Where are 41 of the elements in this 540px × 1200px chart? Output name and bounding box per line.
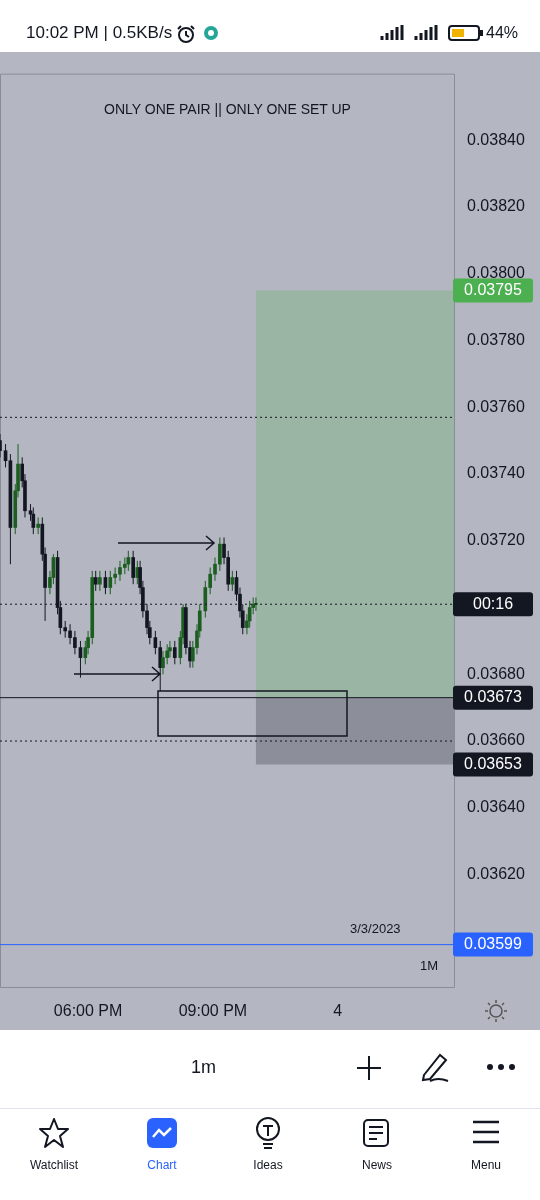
text: Chart: [147, 1158, 177, 1172]
candlestick: [31, 506, 36, 535]
x-tick-label: 09:00 PM: [178, 1002, 248, 1020]
candlestick: [131, 550, 135, 585]
text: ONLY ONE PAIR || ONLY ONE SET UP: [103, 101, 352, 117]
x-tick-label: 4: [333, 1002, 343, 1020]
text: Ideas: [253, 1158, 283, 1172]
candlestick: [158, 640, 163, 692]
text: Watchlist: [29, 1158, 79, 1172]
ref-line-label: 0.03599: [464, 935, 523, 953]
annotation: 3/3/2023: [350, 921, 401, 936]
candlestick: [98, 570, 102, 592]
candlestick: [93, 570, 98, 592]
text: 10:02 PM | 0.5KB/s: [26, 23, 173, 43]
y-tick-label: 0.03640: [467, 798, 525, 816]
candlestick: [108, 570, 113, 595]
candlestick: [161, 650, 165, 675]
ref-line-label: 00:16: [472, 594, 514, 612]
annotation: 1M: [420, 958, 439, 973]
y-tick-label: 0.03680: [467, 664, 525, 682]
y-tick-label: 0.03660: [467, 731, 525, 749]
candlestick: [36, 516, 40, 535]
y-tick-label: 0.03740: [467, 464, 525, 482]
text: Menu: [470, 1158, 502, 1172]
x-tick-label: 06:00 PM: [53, 1002, 123, 1020]
candlestick: [126, 550, 131, 572]
y-tick-label: 0.03620: [467, 864, 525, 882]
band-label: 0.03653: [464, 754, 523, 772]
y-tick-label: 0.03760: [467, 397, 525, 415]
text: 1m: [191, 1057, 217, 1078]
y-tick-label: 0.03820: [467, 197, 525, 215]
band-label: 0.03795: [464, 280, 523, 298]
candlestick: [254, 597, 258, 612]
y-tick-label: 0.03780: [467, 330, 525, 348]
ref-line-label: 0.03673: [464, 688, 523, 706]
candlestick: [172, 640, 177, 665]
y-tick-label: 0.03800: [467, 264, 525, 282]
y-tick-label: 0.03720: [467, 531, 525, 549]
y-tick-label: 0.03840: [467, 130, 525, 148]
text: 44%: [486, 24, 519, 42]
text: News: [361, 1158, 393, 1172]
